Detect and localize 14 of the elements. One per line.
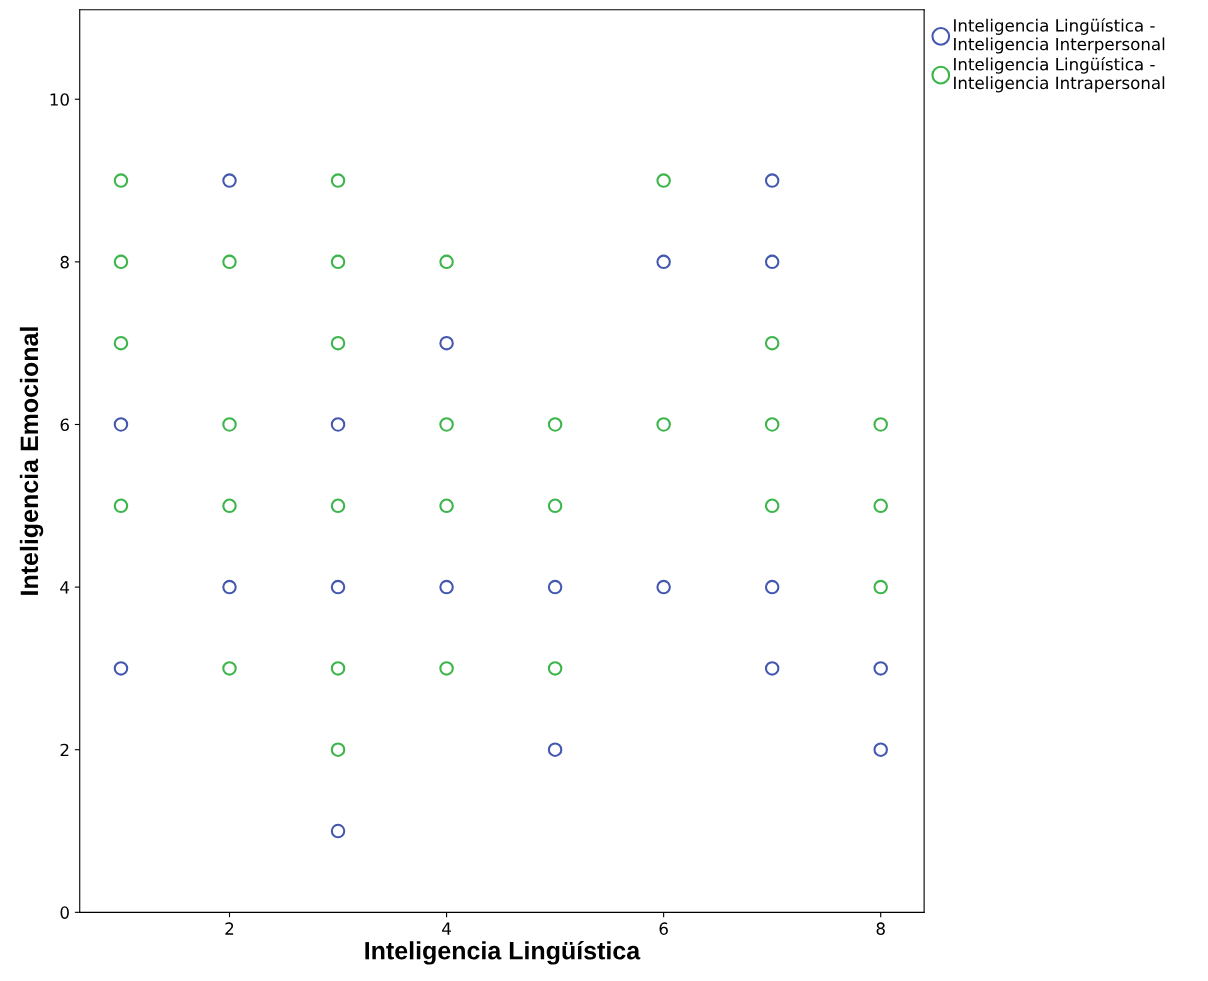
x-tick-label: 8 [876, 922, 885, 935]
y-tick-label: 4 [60, 581, 70, 594]
x-axis-title: Inteligencia Lingüística [365, 940, 641, 965]
y-axis-title: Inteligencia Emocional [19, 327, 44, 595]
legend-label: Inteligencia Lingüística - Inteligencia Interpersonal [954, 18, 1165, 54]
y-tick-label: 6 [60, 418, 69, 432]
x-tick-label: 2 [225, 922, 234, 935]
y-tick-label: 10 [50, 93, 69, 106]
y-tick-label: 0 [60, 906, 69, 919]
y-tick-label: 2 [60, 743, 69, 757]
legend-label: Inteligencia Lingüística - Inteligencia Intrapersonal [954, 56, 1165, 93]
y-tick-label: 8 [60, 255, 69, 269]
x-tick-label: 4 [442, 922, 451, 935]
x-tick-label: 6 [659, 922, 668, 935]
